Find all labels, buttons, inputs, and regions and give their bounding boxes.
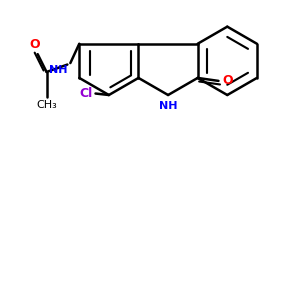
Text: CH₃: CH₃ [36,100,57,110]
Text: O: O [29,38,40,51]
Text: NH: NH [49,64,68,74]
Text: O: O [222,74,233,87]
Text: NH: NH [159,101,177,111]
Text: Cl: Cl [79,87,92,100]
